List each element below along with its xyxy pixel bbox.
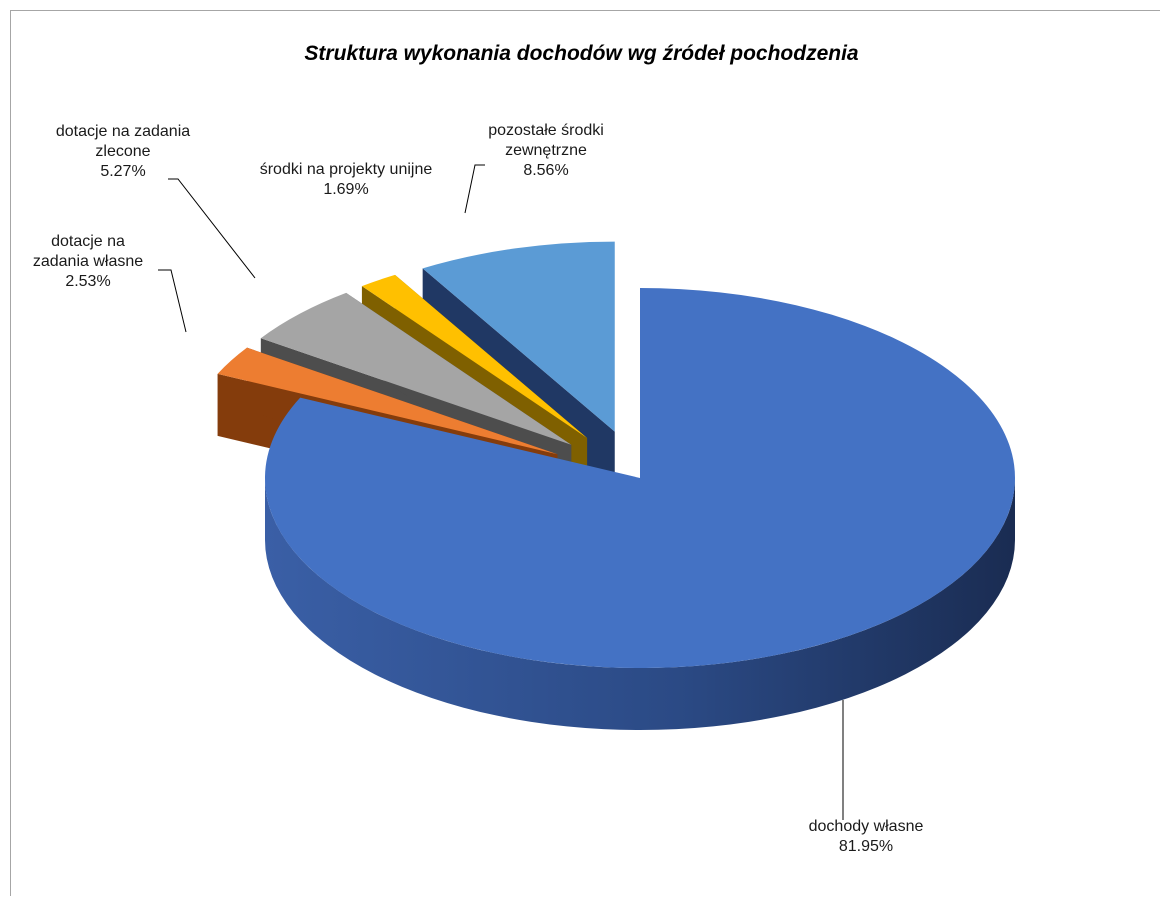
data-label: dotacje na zadania zlecone 5.27% [56,123,190,180]
data-label-category: dochody własne [809,818,924,835]
pie-slice-top [260,292,572,445]
pie-slice-top [217,347,558,455]
data-label-category: środki na projekty unijne [260,161,433,178]
data-label-category: zewnętrzne [505,142,587,159]
data-label-value: 5.27% [100,163,145,180]
leader-line [168,178,256,279]
data-label-value: 81.95% [839,838,893,855]
data-label: środki na projekty unijne 1.69% [260,161,433,198]
data-label-category: zlecone [95,143,150,160]
pie-slice-top [422,241,615,432]
leader-line [464,164,485,214]
data-label: dochody własne 81.95% [809,818,924,855]
data-label-category: pozostałe środki [488,122,604,139]
data-label-value: 8.56% [523,162,568,179]
data-label-value: 2.53% [65,273,110,290]
data-label: dotacje na zadania własne 2.53% [33,233,143,290]
data-label-category: dotacje na zadania [56,123,190,140]
pie-slice-side [265,478,1015,730]
data-label-value: 1.69% [323,181,368,198]
pie-slice-top [264,288,1016,668]
data-label-category: dotacje na [51,233,125,250]
pie-slice-top [361,274,588,439]
data-label-category: zadania własne [33,253,143,270]
data-label: pozostałe środki zewnętrzne 8.56% [488,122,604,179]
chart-title: Struktura wykonania dochodów wg źródeł p… [304,42,859,65]
leader-line [158,269,187,333]
pie-slice-1 [264,288,1016,730]
